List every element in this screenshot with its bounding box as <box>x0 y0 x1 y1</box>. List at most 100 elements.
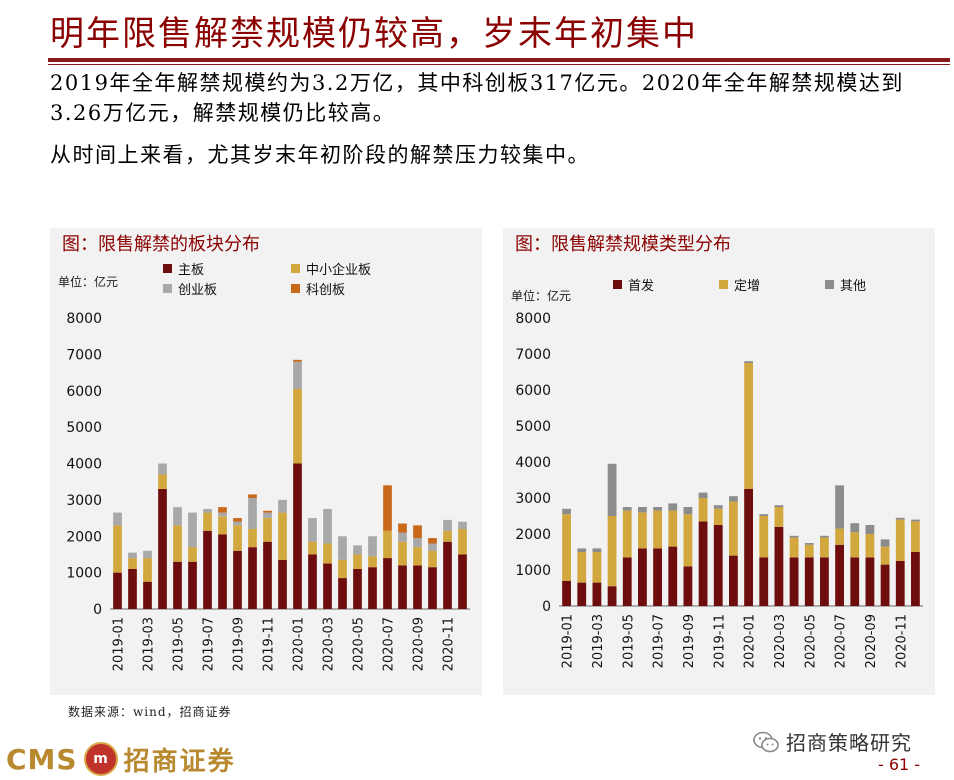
bar-segment <box>744 361 753 363</box>
bar-segment <box>895 519 905 561</box>
bar-segment <box>248 498 257 529</box>
bar-segment <box>203 530 212 609</box>
bar-segment <box>622 510 632 558</box>
y-tick-label: 6000 <box>66 384 102 400</box>
bar-segment <box>865 534 875 558</box>
bar-segment <box>668 510 678 547</box>
wechat-account-name: 招商策略研究 <box>786 731 912 755</box>
legend-swatch <box>163 284 172 293</box>
bar-segment <box>413 538 422 548</box>
x-tick-label: 2020-03 <box>322 617 337 671</box>
legend-swatch <box>825 280 834 289</box>
bar-segment <box>323 543 332 564</box>
x-tick-label: 2019-07 <box>652 614 667 668</box>
bar-segment <box>383 485 392 531</box>
bar-segment <box>353 545 362 555</box>
bar-segment <box>263 518 272 542</box>
y-tick-label: 1000 <box>66 566 102 582</box>
bar-segment <box>850 532 860 558</box>
unit-label: 单位：亿元 <box>511 288 571 303</box>
data-source: 数据来源：wind，招商证券 <box>68 705 232 719</box>
bar-segment <box>413 547 422 566</box>
bar-segment <box>789 537 799 558</box>
x-tick-label: 2019-03 <box>591 614 606 668</box>
bar-segment <box>353 554 362 569</box>
bar-segment <box>278 499 287 513</box>
x-tick-label: 2019-11 <box>262 617 277 671</box>
bar-segment <box>729 501 738 556</box>
bar-segment <box>113 525 122 573</box>
y-tick-label: 5000 <box>515 419 551 435</box>
bar-segment <box>248 528 257 548</box>
legend-swatch <box>613 280 622 289</box>
bar-segment <box>698 498 708 522</box>
bar-segment <box>248 494 257 499</box>
bar-segment <box>789 535 799 538</box>
bar-segment <box>188 547 197 562</box>
bar-segment <box>683 507 693 515</box>
bar-segment <box>850 557 860 606</box>
bar-segment <box>577 548 587 552</box>
legend-label: 中小企业板 <box>306 262 371 278</box>
bar-segment <box>218 507 227 513</box>
bar-segment <box>804 557 814 606</box>
bar-segment <box>592 548 602 552</box>
legend-swatch <box>291 264 300 273</box>
bar-segment <box>398 541 407 566</box>
bar-segment <box>911 519 920 522</box>
cms-badge-icon: m <box>83 742 118 776</box>
bar-segment <box>820 535 829 538</box>
bar-segment <box>218 534 227 609</box>
legend-label: 科创板 <box>306 283 345 298</box>
y-tick-label: 4000 <box>515 455 551 471</box>
bar-segment <box>263 512 272 519</box>
legend-swatch <box>291 284 300 293</box>
y-tick-label: 6000 <box>515 383 551 399</box>
bar-segment <box>683 514 693 567</box>
bar-segment <box>653 507 662 511</box>
bar-segment <box>562 514 571 581</box>
bar-segment <box>338 536 347 560</box>
bar-segment <box>323 563 332 609</box>
bar-segment <box>398 523 407 533</box>
bar-segment <box>458 528 467 555</box>
bar-segment <box>278 559 287 609</box>
y-tick-label: 7000 <box>66 347 102 363</box>
x-tick-label: 2019-09 <box>232 617 247 671</box>
bar-segment <box>368 536 377 557</box>
legend-swatch <box>719 280 728 289</box>
x-tick-label: 2019-03 <box>142 617 157 671</box>
bar-segment <box>353 568 362 609</box>
bar-segment <box>173 507 182 526</box>
y-tick-label: 2000 <box>66 529 102 545</box>
bar-segment <box>835 528 844 545</box>
bar-segment <box>278 512 287 560</box>
bar-segment <box>128 552 137 559</box>
bar-segment <box>398 565 407 609</box>
bar-segment <box>383 558 392 609</box>
bar-segment <box>443 519 452 531</box>
x-tick-label: 2019-07 <box>202 617 217 671</box>
bar-segment <box>233 521 242 526</box>
chart-title: 图：限售解禁规模类型分布 <box>515 234 731 255</box>
bar-segment <box>653 510 662 549</box>
bar-segment <box>233 550 242 609</box>
y-tick-label: 8000 <box>515 311 551 327</box>
x-tick-label: 2020-05 <box>803 614 818 668</box>
bar-segment <box>835 544 844 606</box>
bar-segment <box>744 489 753 606</box>
bar-segment <box>413 565 422 609</box>
bar-segment <box>218 512 227 517</box>
bar-segment <box>293 359 302 362</box>
bar-segment <box>428 567 437 609</box>
y-tick-label: 7000 <box>515 347 551 363</box>
bar-segment <box>713 505 723 509</box>
bar-segment <box>668 503 678 511</box>
bar-segment <box>113 512 122 526</box>
bar-segment <box>188 512 197 548</box>
y-tick-label: 3000 <box>66 493 102 509</box>
bar-segment <box>203 508 212 513</box>
bar-segment <box>443 541 452 609</box>
bar-segment <box>622 557 632 606</box>
